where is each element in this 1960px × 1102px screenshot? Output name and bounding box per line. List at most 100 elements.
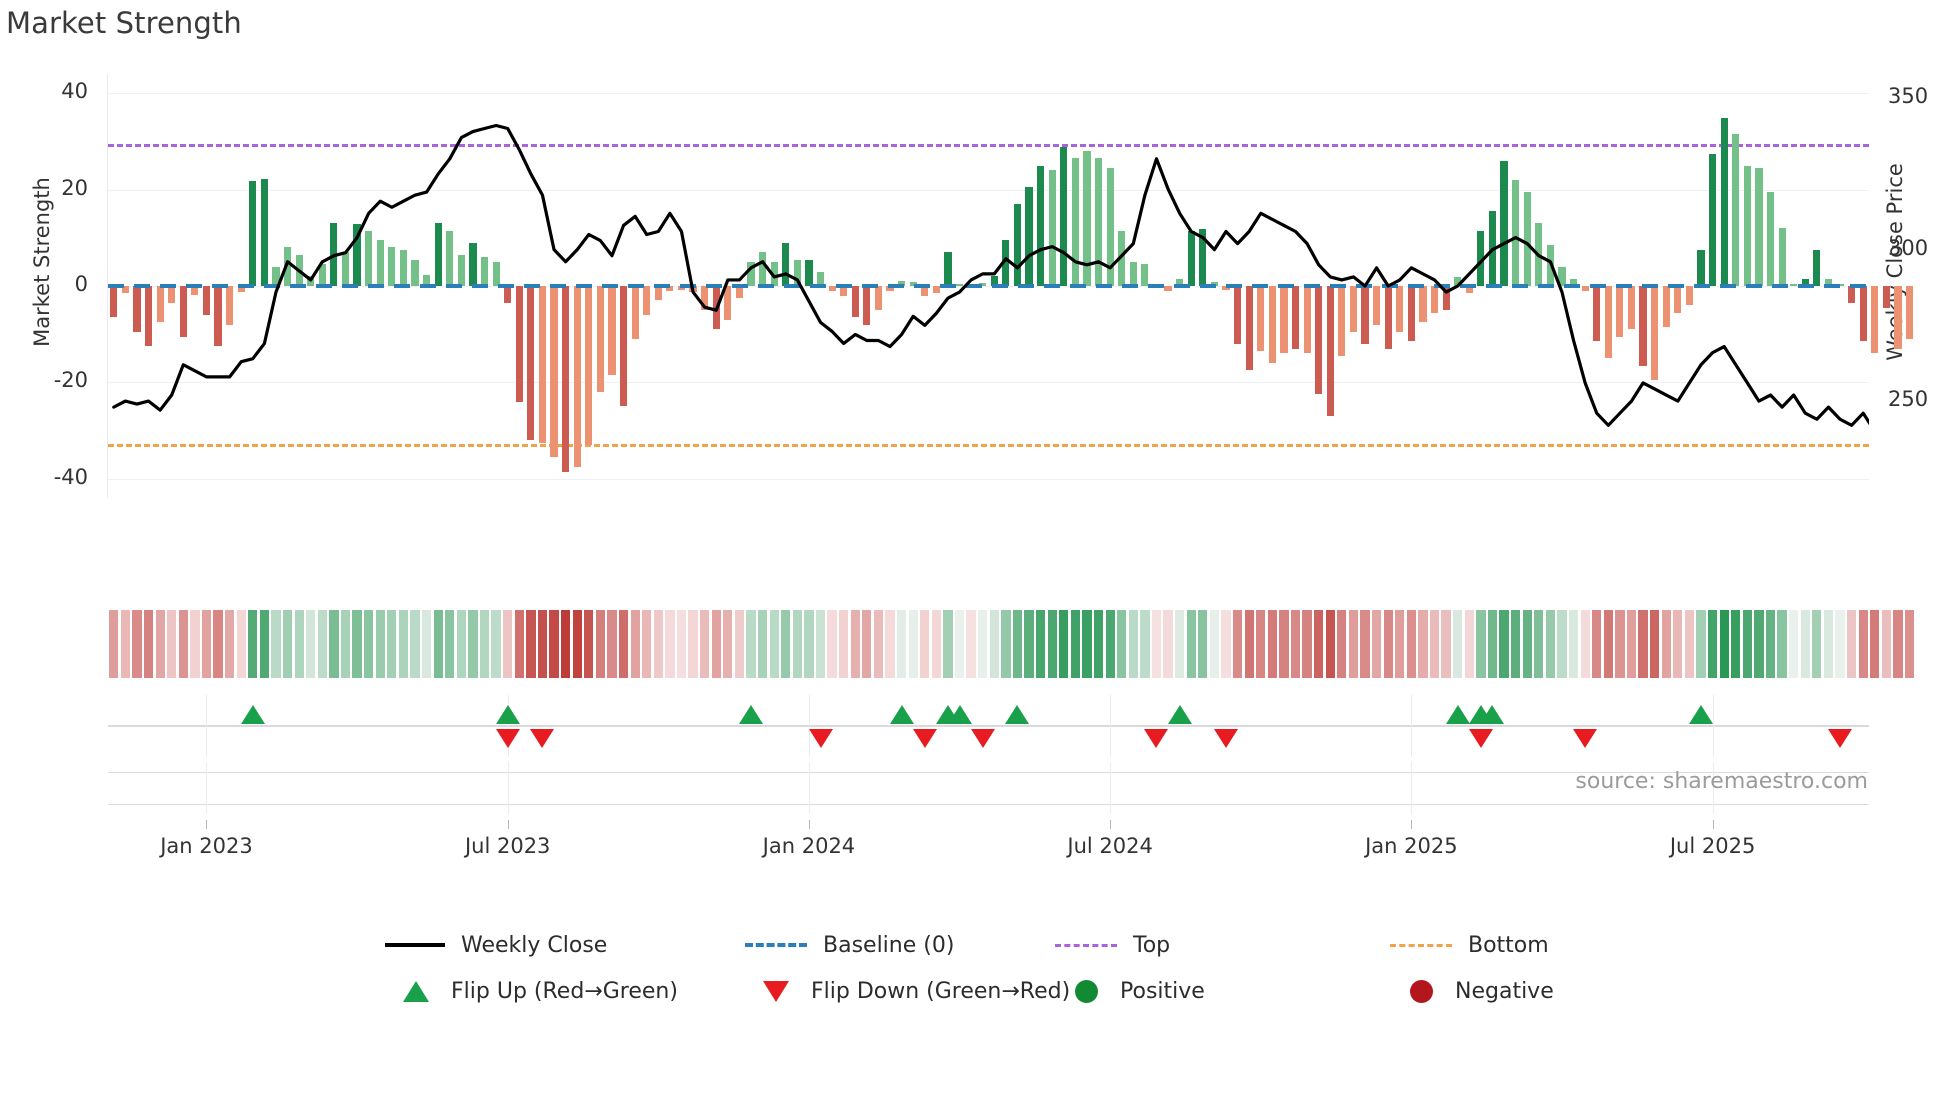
baseline-dash <box>524 284 540 288</box>
heat-cell <box>665 610 675 678</box>
baseline-dash <box>784 284 800 288</box>
legend-item-flip-down[interactable]: Flip Down (Green→Red) <box>745 968 1070 1014</box>
heat-cell <box>132 610 142 678</box>
legend-item-flip-up[interactable]: Flip Up (Red→Green) <box>385 968 678 1014</box>
baseline-dash <box>862 284 878 288</box>
heat-cell <box>503 610 513 678</box>
y-tick-right: 350 <box>1888 84 1929 109</box>
flip-marker-row <box>108 695 1869 757</box>
strength-bar <box>110 286 118 318</box>
flip-down-marker-icon <box>1144 729 1169 748</box>
baseline-dash <box>498 284 514 288</box>
baseline-dash <box>706 284 722 288</box>
strength-bar <box>1720 118 1728 286</box>
strength-bar <box>1685 286 1693 306</box>
heat-cell <box>468 610 478 678</box>
baseline-dash <box>1252 284 1268 288</box>
heat-cell <box>827 610 837 678</box>
strength-bar <box>1407 286 1415 342</box>
strength-bar <box>492 261 500 286</box>
strength-bar <box>619 286 628 407</box>
legend-label: Bottom <box>1468 932 1549 958</box>
baseline-dash <box>602 284 618 288</box>
chart-legend: Weekly Close Baseline (0) Top Bottom Flip U… <box>0 922 1960 1032</box>
strength-bar <box>1454 277 1462 286</box>
heat-cell <box>1244 610 1254 678</box>
flip-axis-line <box>108 725 1869 727</box>
x-tick-mark <box>808 820 810 829</box>
heat-cell <box>723 610 733 678</box>
legend-item-bottom[interactable]: Bottom <box>1390 922 1549 968</box>
flip-row-gridline <box>1712 695 1714 757</box>
strength-bar <box>376 240 384 286</box>
heat-cell <box>1221 610 1231 678</box>
heat-cell <box>757 610 768 678</box>
legend-row-1: Weekly Close Baseline (0) Top Bottom <box>0 922 1960 968</box>
heat-cell <box>1151 610 1162 678</box>
legend-item-baseline[interactable]: Baseline (0) <box>745 922 954 968</box>
y-tick-right: 250 <box>1888 387 1929 412</box>
strength-bar <box>1766 192 1775 286</box>
lower-axis-band <box>108 762 1869 814</box>
lower-axis-gridline <box>206 762 208 814</box>
heat-cell <box>1765 610 1776 678</box>
legend-item-positive[interactable]: Positive <box>1055 968 1205 1014</box>
strength-bar <box>1836 283 1844 286</box>
heat-cell <box>1024 610 1034 678</box>
legend-label: Positive <box>1120 978 1205 1004</box>
heat-cell <box>653 610 663 678</box>
strength-bar <box>1430 286 1439 313</box>
heat-cell <box>1696 610 1706 678</box>
strength-bar <box>1419 286 1427 323</box>
baseline-dash <box>472 284 488 288</box>
heat-cell <box>1059 610 1069 678</box>
strength-bar <box>226 286 234 325</box>
strength-bar <box>724 286 732 320</box>
strength-bar <box>457 254 465 286</box>
flip-down-marker-icon <box>495 729 520 748</box>
legend-key-circle-icon <box>1075 979 1098 1003</box>
legend-label: Baseline (0) <box>823 932 955 958</box>
strength-bar <box>909 282 917 286</box>
heat-cell <box>549 610 559 678</box>
heat-cell <box>1893 610 1903 678</box>
strength-bar <box>701 286 709 311</box>
heat-cell <box>1615 610 1625 678</box>
heat-cell <box>1406 610 1416 678</box>
heat-cell <box>734 610 745 678</box>
strength-bar <box>283 247 292 286</box>
legend-key-dotted-line-icon <box>1055 943 1117 947</box>
heat-cell <box>1198 610 1208 678</box>
baseline-dash <box>914 284 930 288</box>
heat-cell <box>1731 610 1741 678</box>
x-tick-label: Jan 2025 <box>1365 834 1458 858</box>
x-tick-label: Jul 2025 <box>1669 834 1756 858</box>
strength-bar <box>1882 286 1890 308</box>
heat-cell <box>1256 610 1266 678</box>
strength-bar <box>863 286 871 325</box>
strength-bar <box>1581 286 1589 291</box>
baseline-dash <box>134 284 150 288</box>
strength-bar <box>249 180 257 286</box>
flip-row-gridline <box>206 695 208 757</box>
baseline-dash <box>940 284 956 288</box>
strength-bar <box>1245 286 1253 371</box>
strength-bar <box>1338 286 1346 356</box>
heat-cell <box>1418 610 1428 678</box>
legend-item-top[interactable]: Top <box>1055 922 1170 968</box>
heat-cell <box>1661 610 1671 678</box>
baseline-dash <box>1226 284 1242 288</box>
heat-cell <box>1580 610 1590 678</box>
heat-cell <box>456 610 466 678</box>
heat-cell <box>1626 610 1637 678</box>
heat-cell <box>1568 610 1579 678</box>
y-tick-left: 40 <box>61 79 88 104</box>
baseline-dash <box>160 284 176 288</box>
legend-item-negative[interactable]: Negative <box>1390 968 1554 1014</box>
legend-item-weekly-close[interactable]: Weekly Close <box>385 922 607 968</box>
heat-cell <box>491 610 501 678</box>
heat-cell <box>804 610 814 678</box>
strength-bar <box>932 286 940 294</box>
strength-bar <box>168 286 176 303</box>
